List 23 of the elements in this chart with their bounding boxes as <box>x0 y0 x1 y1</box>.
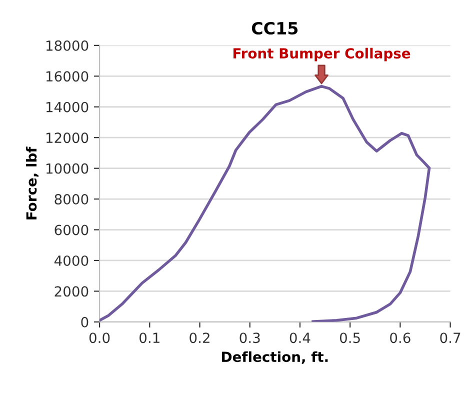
y-tick-label: 2000 <box>54 286 88 297</box>
x-tick-label: 0.7 <box>440 332 460 344</box>
y-tick-label: 12000 <box>46 132 88 144</box>
x-tick-label: 0.4 <box>290 332 310 344</box>
x-tick-label: 0.2 <box>190 332 210 344</box>
y-tick-label: 18000 <box>46 40 88 51</box>
y-tick-label: 14000 <box>46 102 88 112</box>
y-tick-label: 10000 <box>46 163 88 174</box>
y-tick-label: 16000 <box>46 71 88 82</box>
x-axis-title: Deflection, ft. <box>222 351 328 364</box>
x-tick-label: 0.1 <box>140 332 160 344</box>
y-tick-label: 4000 <box>54 255 88 266</box>
annotation: Front Bumper Collapse <box>233 48 410 62</box>
x-tick-label: 0.5 <box>340 332 360 344</box>
chart-title: CC15 <box>252 22 298 35</box>
line-series <box>100 84 431 322</box>
x-tick-label: 0.3 <box>240 332 260 344</box>
y-axis-title: Force, lbf <box>26 146 38 220</box>
y-tick-label: 8000 <box>54 194 88 205</box>
y-tick-label: 6000 <box>54 224 88 236</box>
x-tick-label: 0.0 <box>89 332 110 344</box>
x-tick-label: 0.6 <box>390 332 410 344</box>
y-tick-label: 0 <box>81 316 88 328</box>
